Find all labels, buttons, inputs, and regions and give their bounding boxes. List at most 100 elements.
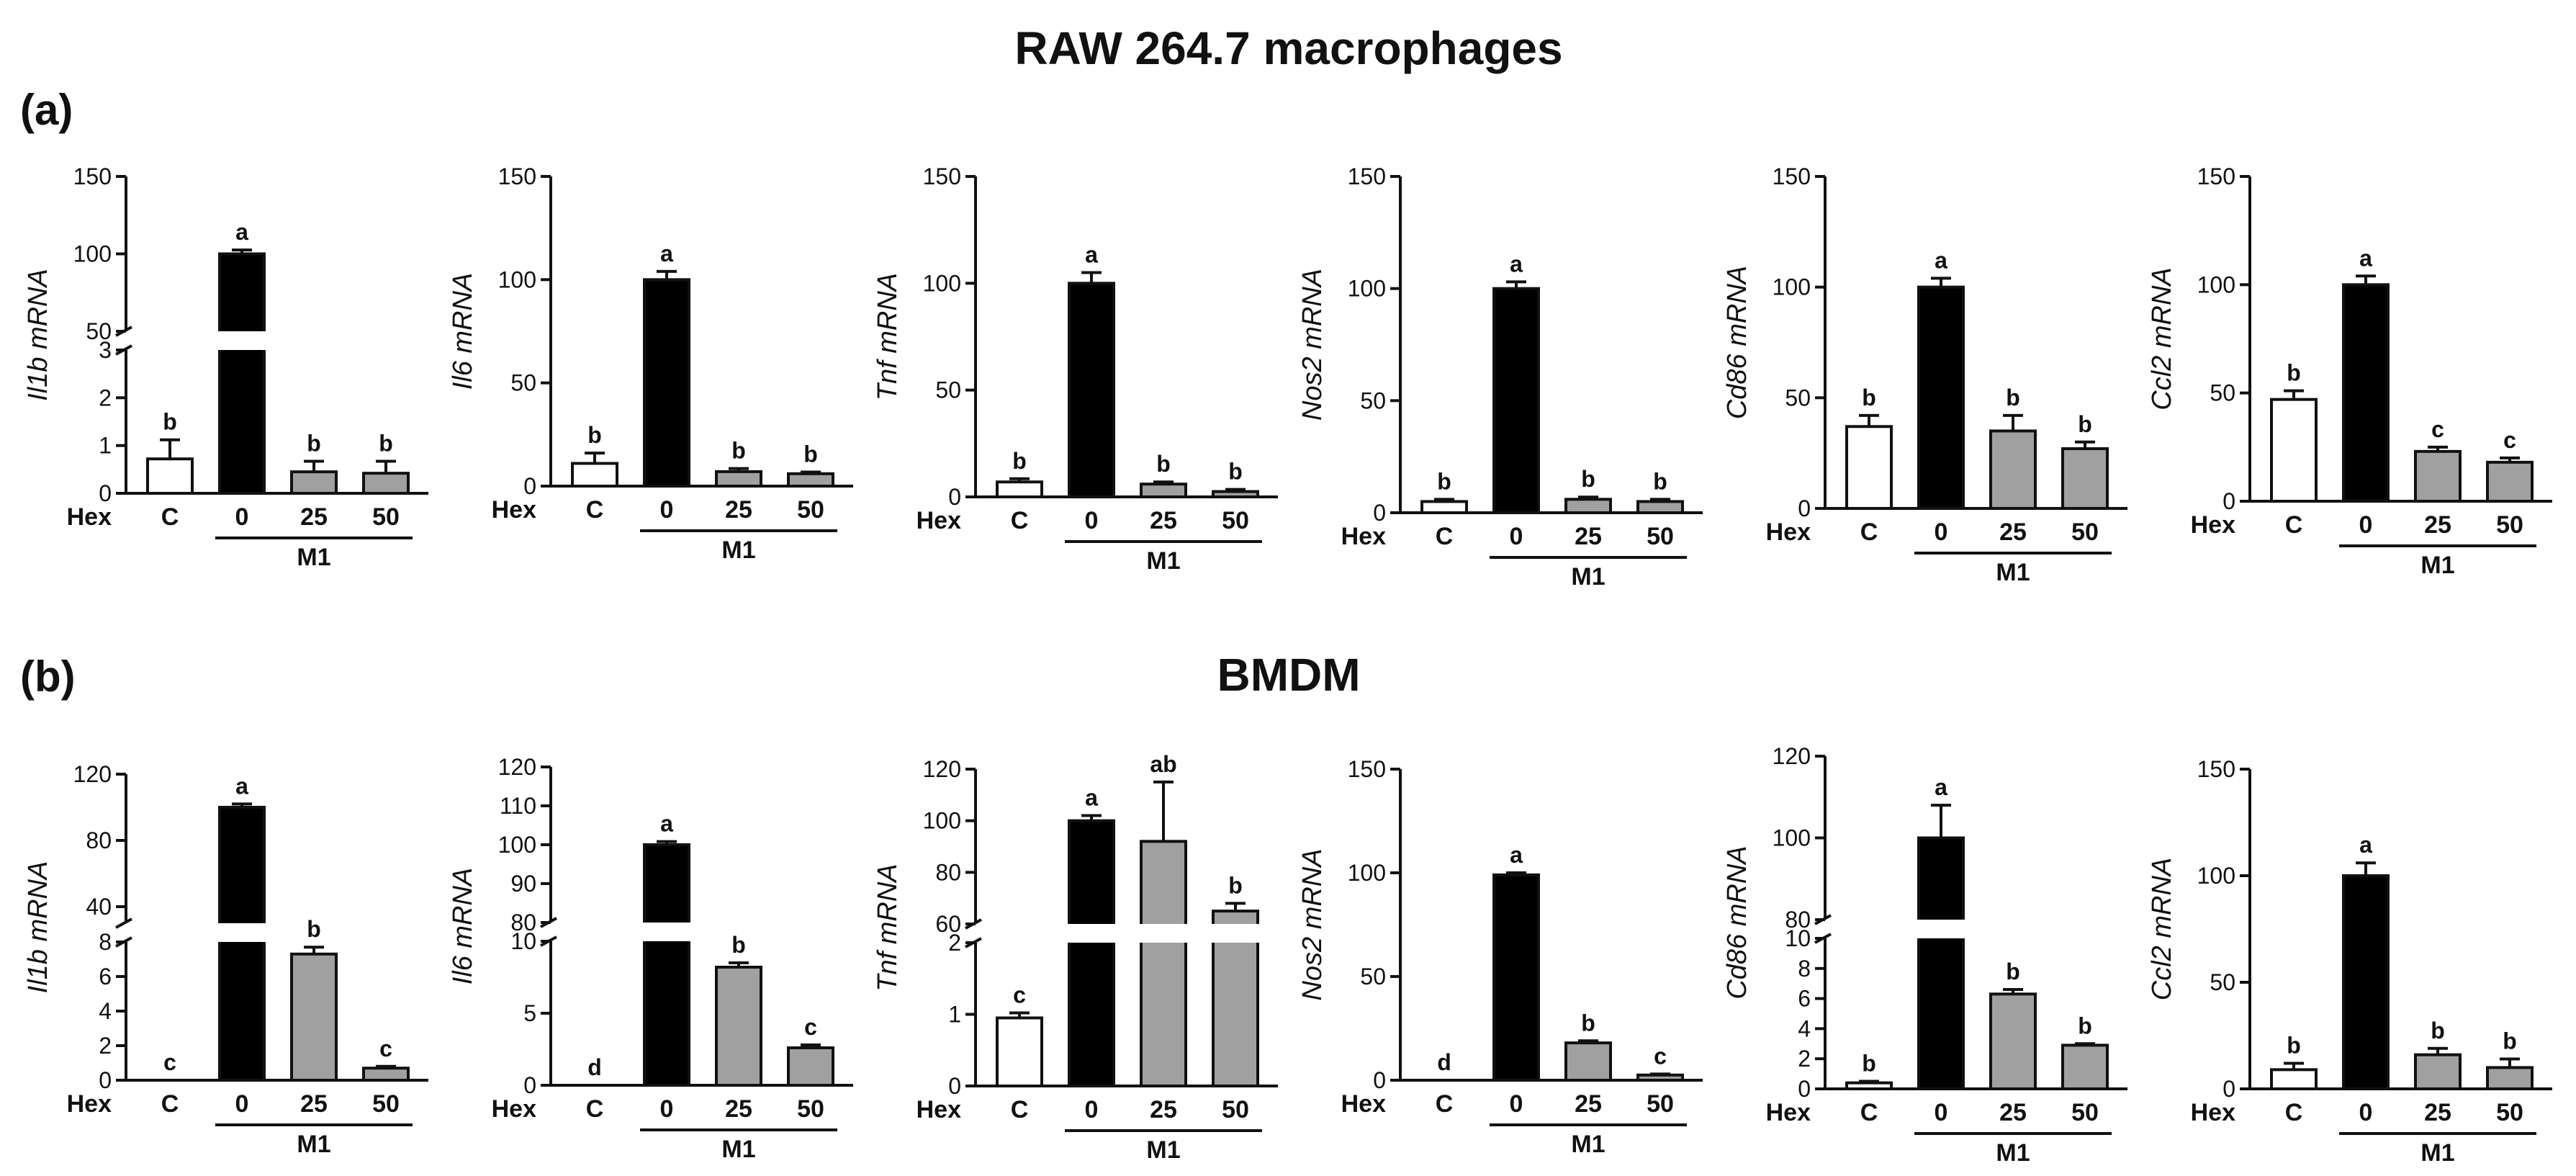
axis-break-mark: [115, 917, 132, 929]
significance-letter: a: [660, 241, 673, 266]
significance-letter: a: [660, 811, 673, 837]
x-tick-label: 50: [1222, 507, 1249, 534]
y-tick-label: 50: [510, 370, 536, 396]
bar-50: [1636, 500, 1684, 515]
bar-25: [2414, 449, 2462, 503]
x-tick-label: 0: [1935, 1099, 1948, 1126]
chart-a-il6: 0 50 100 150 Il6 mRNA b Ca 0 b 25 b 50 Hex M1: [448, 163, 853, 564]
y-tick-label: 0: [1798, 495, 1811, 521]
bar-break-gap: [1067, 924, 1116, 943]
title-bmdm: BMDM: [1217, 649, 1361, 701]
x-tick-label: C: [161, 503, 179, 531]
bar-0: [218, 252, 266, 495]
x-tick-label: 0: [660, 1095, 674, 1123]
significance-letter: b: [1228, 872, 1243, 898]
x-tick-label: C: [2285, 1099, 2303, 1126]
chart-b-ccl2: 0 50 100 150 Ccl2 mRNA b Ca 0 b 25 b 50 Hex M1: [2147, 756, 2552, 1167]
y-tick-label: 5: [523, 1000, 536, 1026]
y-tick-label: 100: [1348, 276, 1386, 302]
x-tick-label: 50: [2071, 1099, 2099, 1126]
significance-letter: b: [2006, 959, 2020, 984]
x-tick-label: 50: [2496, 511, 2523, 539]
bar-break-gap: [217, 923, 266, 942]
x-prefix-label: Hex: [2191, 511, 2235, 539]
x-tick-label: 25: [2424, 1099, 2451, 1126]
y-tick-label: 8: [99, 929, 112, 955]
y-tick-label: 150: [923, 163, 961, 189]
significance-letter: a: [1510, 842, 1523, 868]
x-tick-label: 25: [300, 1090, 328, 1118]
x-prefix-label: Hex: [2191, 1099, 2235, 1126]
x-tick-label: C: [1436, 523, 1454, 550]
bar-25: [290, 470, 338, 495]
y-tick-label: 120: [73, 761, 112, 787]
x-prefix-label: Hex: [1341, 1090, 1386, 1118]
y-tick-label: 1: [99, 433, 112, 459]
x-tick-label: 25: [1150, 507, 1177, 534]
y-axis-label: Il6 mRNA: [448, 868, 478, 985]
significance-letter: b: [2431, 1018, 2445, 1043]
x-prefix-label: Hex: [1766, 519, 1811, 546]
x-prefix-label: Hex: [492, 1095, 536, 1123]
group-label: M1: [1146, 547, 1180, 575]
y-tick-label: 120: [923, 756, 961, 782]
bar-25: [1989, 992, 2037, 1090]
x-tick-label: C: [586, 496, 604, 524]
significance-letter: c: [1013, 982, 1026, 1008]
y-tick-label: 0: [948, 484, 961, 510]
y-tick-label: 0: [1798, 1076, 1811, 1102]
bar-50: [2061, 1043, 2109, 1091]
significance-letter: b: [1581, 466, 1595, 492]
group-label: M1: [1571, 563, 1605, 591]
y-tick-label: 10: [510, 928, 536, 954]
x-prefix-label: Hex: [917, 507, 961, 534]
x-tick-label: 0: [2359, 511, 2373, 539]
bar-0: [1917, 836, 1965, 1090]
x-tick-label: 0: [1510, 1090, 1523, 1118]
significance-letter: b: [1862, 1051, 1876, 1077]
bar-50: [787, 1046, 834, 1087]
x-tick-label: 50: [372, 1090, 400, 1118]
bar-C: [1845, 425, 1893, 511]
y-axis-label: Il6 mRNA: [448, 273, 478, 390]
y-axis-label: Tnf mRNA: [873, 863, 903, 991]
chart-a-tnf: 0 50 100 150 Tnf mRNA b Ca 0 b 25 b 50 Hex M1: [873, 163, 1278, 575]
bar-25: [715, 470, 762, 488]
x-prefix-label: Hex: [67, 503, 112, 531]
chart-b-nos2: 0 50 100 150 Nos2 mRNA dCa 0 b 25 c 50 Hex M1: [1297, 756, 1703, 1158]
y-tick-label: 100: [1348, 860, 1386, 886]
chart-a-cd86: 0 50 100 150 Cd86 mRNA b Ca 0 b 25 b 50 Hex M1: [1722, 163, 2127, 586]
y-tick-label: 0: [99, 480, 112, 506]
significance-letter: b: [2287, 1032, 2301, 1058]
bar-50: [2486, 1066, 2534, 1091]
y-tick-label: 100: [498, 832, 536, 858]
bar-C: [2270, 398, 2318, 503]
group-label: M1: [721, 1136, 755, 1163]
y-axis-label: Nos2 mRNA: [1297, 848, 1328, 1000]
chart-b-tnf: 0 1 260 80 100 120 Tnf mRNA c Ca 0 ab 25 b 50 Hex M1: [873, 751, 1278, 1164]
bar-25: [290, 952, 338, 1082]
significance-letter: c: [163, 1049, 176, 1075]
significance-letter: a: [2359, 245, 2372, 271]
y-tick-label: 0: [1373, 500, 1386, 526]
significance-letter: c: [1654, 1043, 1667, 1069]
bar-25: [1140, 482, 1187, 499]
bar-50: [787, 472, 834, 488]
x-tick-label: 50: [1647, 523, 1674, 550]
y-tick-label: 50: [2210, 380, 2235, 406]
bar-C: [146, 457, 194, 495]
panel-label-a: (a): [20, 86, 73, 134]
y-tick-label: 0: [523, 473, 536, 499]
y-tick-label: 4: [1798, 1015, 1811, 1041]
x-tick-label: C: [1860, 519, 1878, 546]
x-tick-label: C: [1011, 507, 1029, 534]
x-tick-label: 25: [2424, 511, 2451, 539]
bar-25: [1140, 840, 1187, 1088]
y-tick-label: 6: [1798, 986, 1811, 1012]
significance-letter: a: [2359, 832, 2372, 858]
y-tick-label: 0: [2223, 1076, 2235, 1102]
y-tick-label: 80: [935, 859, 961, 885]
y-tick-label: 0: [523, 1072, 536, 1098]
bar-0: [218, 806, 266, 1082]
